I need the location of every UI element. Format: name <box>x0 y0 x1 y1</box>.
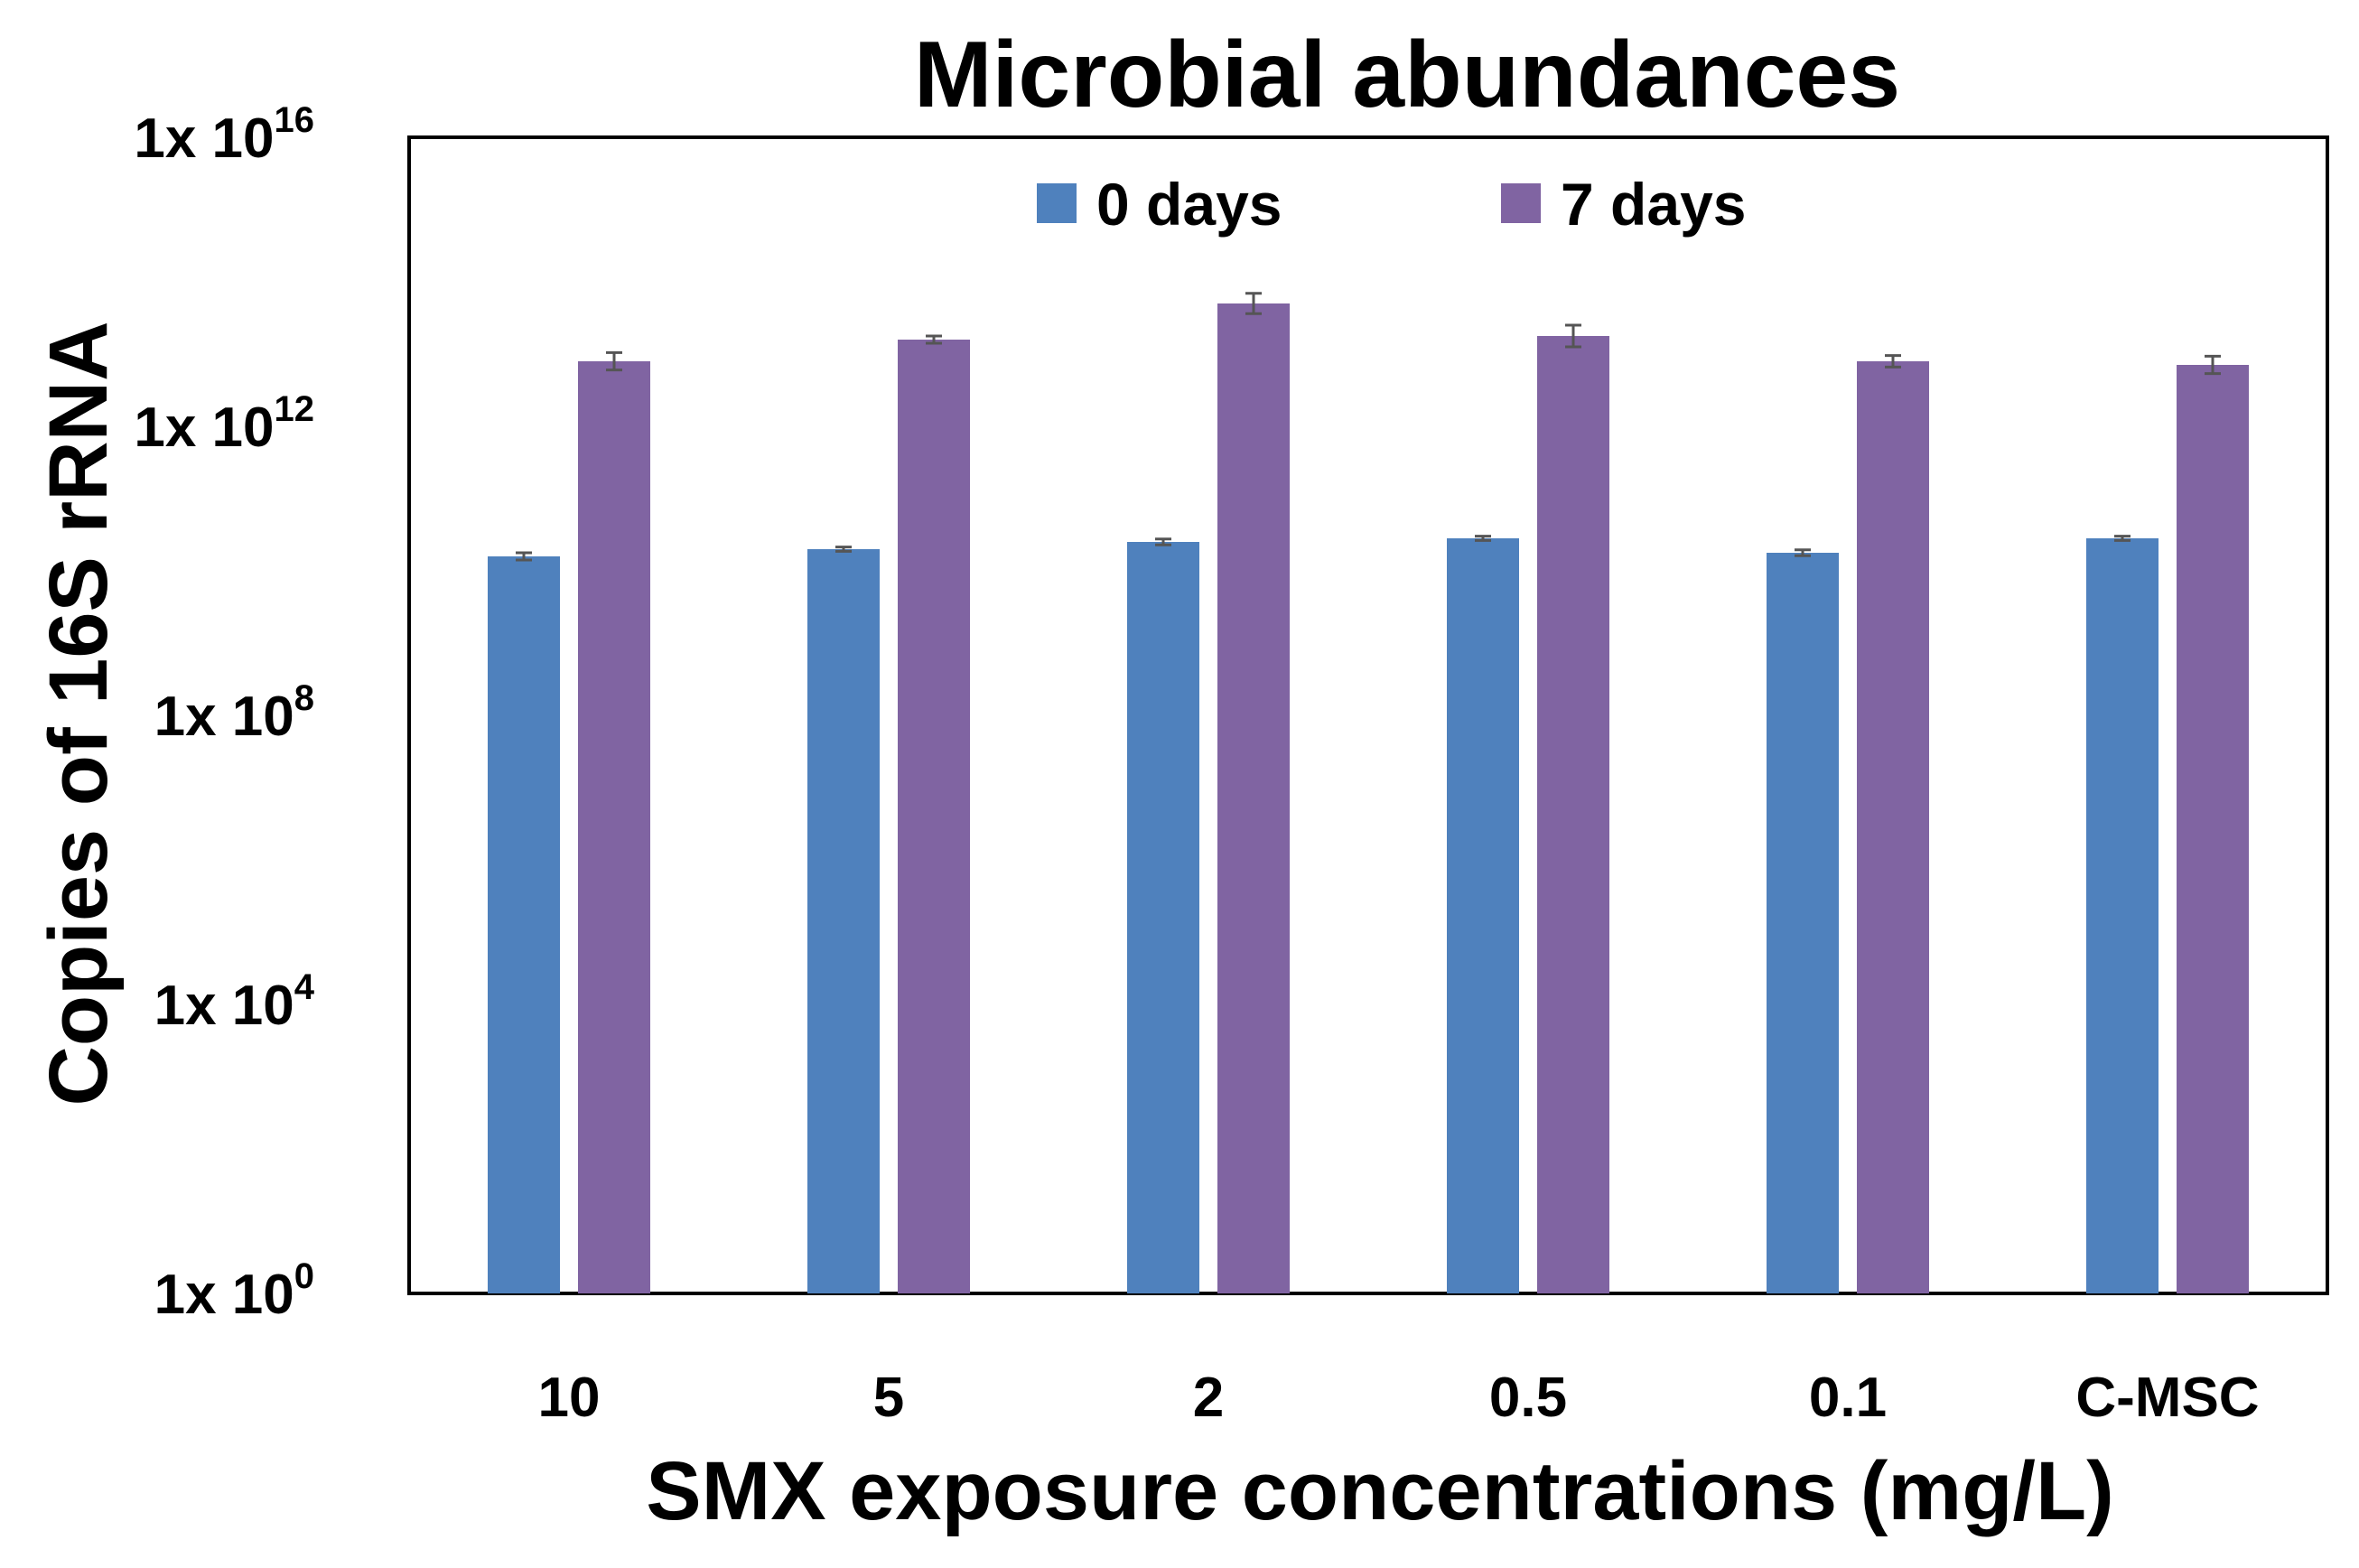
x-tick-label: 5 <box>873 1367 904 1429</box>
y-tick-exponent: 4 <box>294 967 315 1007</box>
bar-0-days <box>1767 553 1839 1293</box>
x-tick-label: 10 <box>538 1367 601 1429</box>
bar-0-days <box>2086 538 2159 1293</box>
y-tick-label: 1x 100 <box>154 1256 314 1326</box>
bar-7-days <box>1537 336 1609 1293</box>
y-tick-base: 1x 10 <box>134 397 274 459</box>
x-axis-label: SMX exposure concentrations (mg/L) <box>646 1445 2114 1537</box>
y-tick-base: 1x 10 <box>154 975 294 1037</box>
y-tick-label: 1x 1016 <box>134 100 314 170</box>
y-tick-base: 1x 10 <box>134 107 274 170</box>
y-tick-base: 1x 10 <box>154 686 294 748</box>
legend-label-0-days: 0 days <box>1096 171 1282 238</box>
y-tick-exponent: 16 <box>275 100 315 140</box>
bar-7-days <box>1857 361 1929 1293</box>
chart-title: Microbial abundances <box>914 23 1900 127</box>
legend: 0 days 7 days <box>1037 171 1746 238</box>
y-axis-label: Copies of 16S rRNA <box>33 321 125 1106</box>
y-tick-exponent: 0 <box>294 1256 314 1296</box>
bar-0-days <box>807 549 880 1293</box>
y-tick-exponent: 8 <box>294 678 314 718</box>
bar-7-days <box>898 340 970 1293</box>
x-tick-label: C-MSC <box>2075 1367 2259 1429</box>
x-tick-label: 0.1 <box>1809 1367 1887 1429</box>
bar-7-days <box>2177 365 2249 1293</box>
plot-area-frame <box>407 135 2329 1295</box>
bar-7-days <box>1217 303 1290 1293</box>
bar-0-days <box>1127 542 1199 1293</box>
bars-group <box>488 292 2249 1293</box>
legend-label-7-days: 7 days <box>1561 171 1746 238</box>
y-tick-label: 1x 104 <box>154 967 315 1037</box>
x-axis-ticks: 10 5 2 0.5 0.1 C-MSC <box>538 1367 2260 1429</box>
x-tick-label: 2 <box>1193 1367 1224 1429</box>
y-tick-exponent: 12 <box>275 389 315 429</box>
legend-swatch-0-days <box>1037 183 1077 223</box>
x-tick-label: 0.5 <box>1489 1367 1567 1429</box>
bar-0-days <box>1447 538 1519 1293</box>
bar-7-days <box>578 361 650 1293</box>
y-tick-label: 1x 1012 <box>134 389 314 459</box>
legend-swatch-7-days <box>1501 183 1541 223</box>
y-tick-base: 1x 10 <box>154 1264 294 1326</box>
bar-0-days <box>488 556 560 1293</box>
y-tick-label: 1x 108 <box>154 678 314 748</box>
